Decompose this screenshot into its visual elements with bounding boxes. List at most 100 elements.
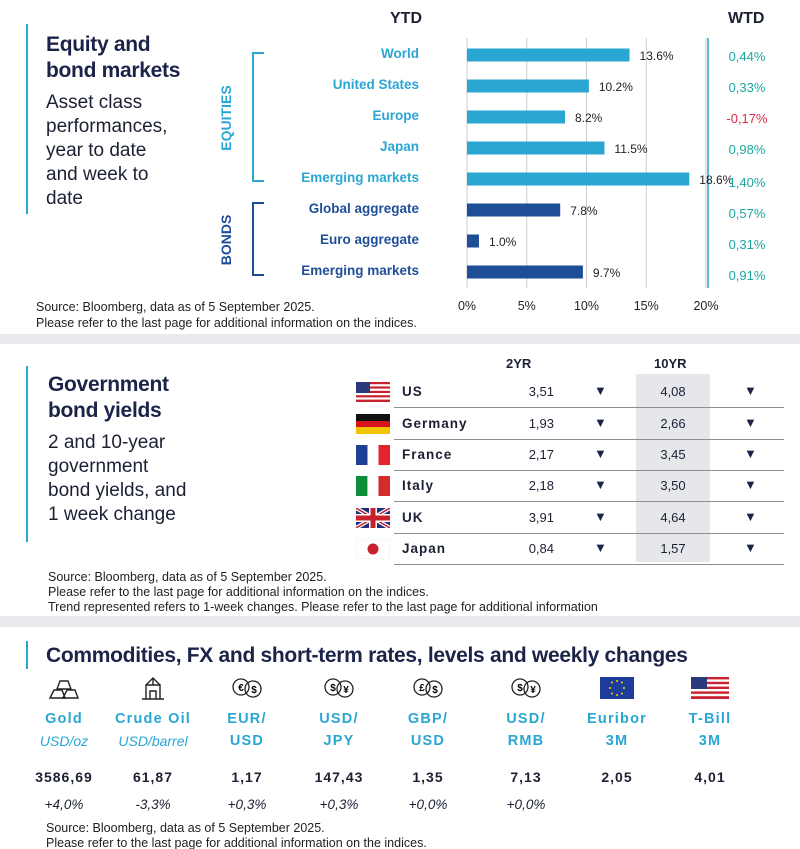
- item-change: -3,3%: [135, 797, 171, 812]
- yield-row: US 3,51 ▼ 4,08 ▼: [394, 377, 784, 408]
- yield-row: Japan 0,84 ▼ 1,57 ▼: [394, 534, 784, 565]
- bar-value-label: 9.7%: [593, 266, 621, 280]
- x-tick-label: 5%: [518, 299, 536, 313]
- change-arrow-10yr: ▼: [744, 477, 757, 492]
- bar-6: [467, 234, 479, 248]
- item-name: Euribor: [587, 711, 647, 727]
- item-name: EUR/: [227, 711, 267, 727]
- item-name: Crude Oil: [114, 711, 192, 727]
- country-name: Germany: [402, 416, 468, 431]
- bond-yields-panel: Government bond yields 2 and 10-year gov…: [0, 344, 800, 616]
- svg-text:$: $: [517, 683, 523, 694]
- us-flag-icon: [664, 675, 756, 701]
- oil-derrick-icon: [107, 675, 199, 701]
- section-title-line2: bond yields: [48, 399, 162, 422]
- bar-3: [467, 141, 605, 155]
- change-arrow-2yr: ▼: [594, 540, 607, 555]
- bar-value-label: 18.6%: [699, 173, 733, 187]
- item-name: Gold: [45, 711, 83, 727]
- item-name-line2: USD: [410, 733, 446, 749]
- ten-year-column-shade: [636, 374, 710, 562]
- ytd-header: YTD: [390, 10, 422, 27]
- yield-2yr: 2,17: [528, 447, 554, 462]
- indices-note: Please refer to the last page for additi…: [46, 836, 427, 849]
- yield-row: France 2,17 ▼ 3,45 ▼: [394, 440, 784, 471]
- item-change: +0,0%: [408, 797, 448, 812]
- wtd-value: -0,17%: [726, 111, 768, 126]
- change-arrow-2yr: ▼: [594, 383, 607, 398]
- equities-bracket: [252, 52, 264, 182]
- section-title: Commodities, FX and short-term rates, le…: [46, 644, 688, 667]
- subtitle-line1: Asset class: [46, 92, 143, 113]
- country-name: UK: [402, 510, 424, 525]
- accent-bar: [26, 24, 28, 214]
- svg-text:$: $: [330, 683, 336, 694]
- yield-row: Italy 2,18 ▼ 3,50 ▼: [394, 471, 784, 502]
- bar-0: [467, 48, 630, 62]
- source-note: Source: Bloomberg, data as of 5 Septembe…: [48, 570, 327, 584]
- indices-note: Please refer to the last page for additi…: [48, 585, 429, 599]
- yield-10yr: 4,08: [660, 384, 686, 399]
- item-level: 1,17: [231, 769, 263, 785]
- item-name-line2: JPY: [323, 733, 355, 749]
- change-arrow-10yr: ▼: [744, 415, 757, 430]
- category-label: Global aggregate: [308, 201, 419, 216]
- subtitle-line3: bond yields, and: [48, 480, 187, 501]
- bar-value-label: 11.5%: [614, 142, 647, 156]
- category-label: Emerging markets: [301, 263, 419, 278]
- wtd-value: 0,33%: [728, 80, 766, 95]
- trend-note: Trend represented refers to 1-week chang…: [48, 600, 598, 614]
- yield-row: UK 3,91 ▼ 4,64 ▼: [394, 503, 784, 534]
- bar-value-label: 10.2%: [599, 80, 633, 94]
- item-unit: USD/barrel: [118, 733, 188, 749]
- yield-2yr: 3,51: [528, 384, 554, 399]
- item-unit: USD/oz: [39, 733, 89, 749]
- change-arrow-10yr: ▼: [744, 446, 757, 461]
- yield-row: Germany 1,93 ▼ 2,66 ▼: [394, 409, 784, 440]
- wtd-value: 0,44%: [728, 49, 766, 64]
- svg-text:€: €: [238, 683, 244, 694]
- yield-10yr: 3,50: [660, 478, 686, 493]
- section-title-line1: Equity and: [46, 33, 151, 56]
- yield-2yr: 3,91: [528, 510, 554, 525]
- indices-note: Please refer to the last page for additi…: [36, 316, 417, 330]
- bar-value-label: 7.8%: [570, 204, 598, 218]
- category-label: Euro aggregate: [319, 232, 419, 247]
- bar-4: [467, 172, 690, 186]
- svg-text:¥: ¥: [530, 685, 536, 696]
- yield-10yr: 4,64: [660, 510, 686, 525]
- italy-flag-icon: [356, 476, 390, 496]
- wtd-value: 0,31%: [728, 237, 766, 252]
- pound-dollar-exchange-icon: £ $: [382, 675, 474, 701]
- yield-2yr: 2,18: [528, 478, 554, 493]
- country-name: France: [402, 447, 453, 462]
- subtitle-line3: year to date: [46, 140, 147, 161]
- svg-text:$: $: [432, 685, 438, 696]
- item-name-line2: USD: [229, 733, 265, 749]
- category-label: Japan: [379, 139, 419, 154]
- item-level: 3586,69: [35, 769, 93, 785]
- wtd-header: WTD: [728, 10, 765, 27]
- equity-bond-panel: Equity and bond markets Asset class perf…: [0, 0, 800, 334]
- accent-bar: [26, 366, 28, 542]
- subtitle-line2: performances,: [46, 116, 168, 137]
- eu-flag-icon: [571, 675, 663, 701]
- item-name: USD/: [319, 711, 359, 727]
- item-change: +0,0%: [506, 797, 546, 812]
- change-arrow-10yr: ▼: [744, 509, 757, 524]
- yield-10yr: 3,45: [660, 447, 686, 462]
- x-tick-label: 10%: [574, 299, 599, 313]
- category-label: Europe: [372, 108, 419, 123]
- change-arrow-10yr: ▼: [744, 540, 757, 555]
- germany-flag-icon: [356, 414, 390, 434]
- gold-bars-icon: [18, 675, 110, 701]
- yield-2yr: 1,93: [528, 416, 554, 431]
- item-name-line2: 3M: [698, 733, 722, 749]
- change-arrow-2yr: ▼: [594, 446, 607, 461]
- euro-dollar-exchange-icon: € $: [201, 675, 293, 701]
- section-title-line1: Government: [48, 373, 169, 396]
- subtitle-line4: and week to: [46, 164, 149, 185]
- svg-text:£: £: [419, 683, 425, 694]
- yield-10yr: 2,66: [660, 416, 686, 431]
- item-level: 61,87: [132, 769, 174, 785]
